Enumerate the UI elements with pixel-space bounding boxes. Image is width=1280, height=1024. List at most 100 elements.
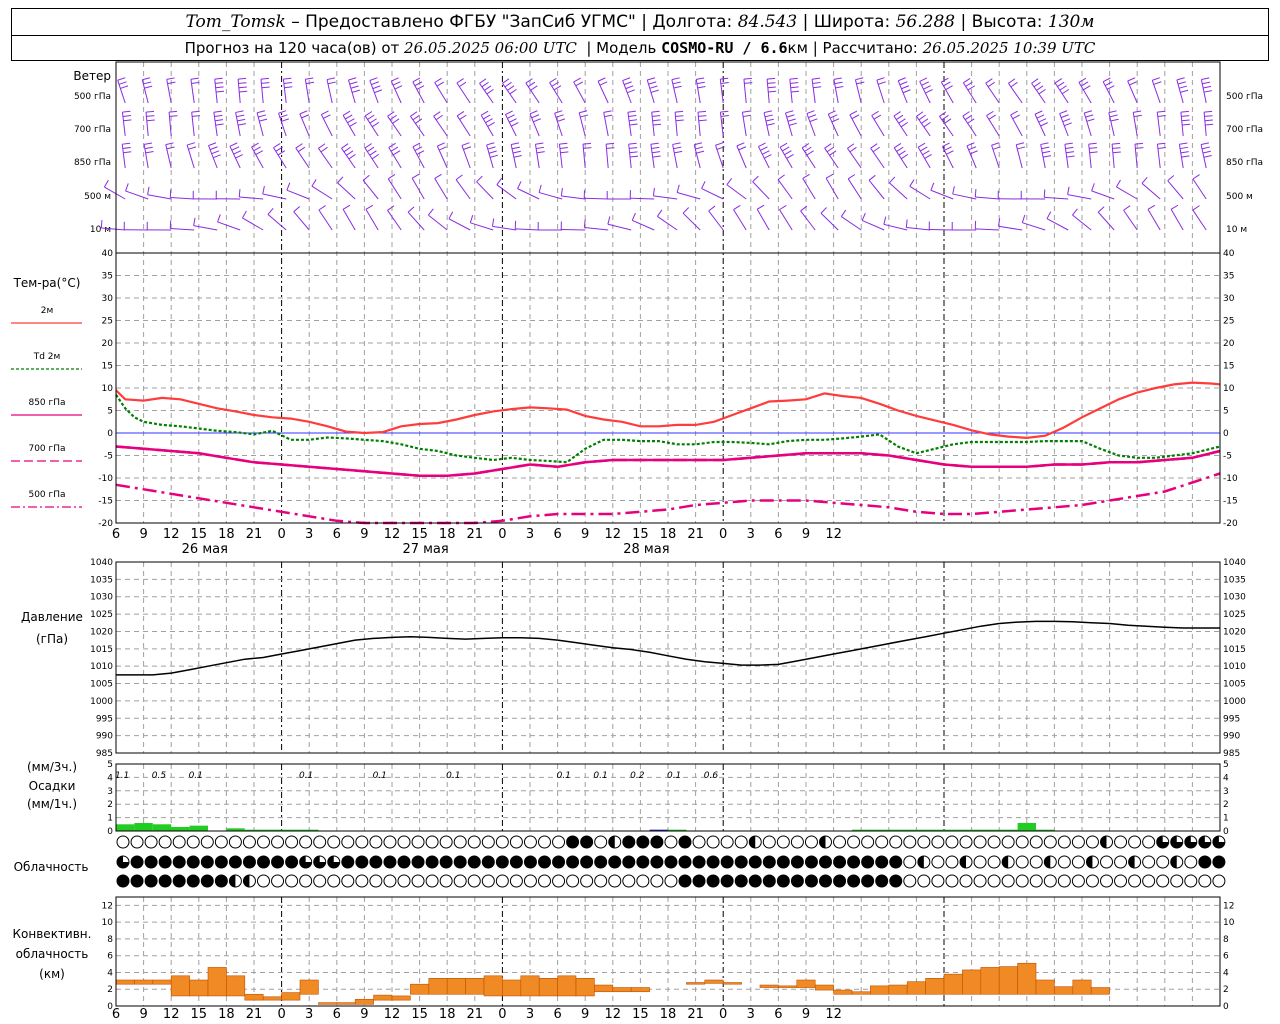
wind-barb <box>628 144 632 169</box>
wind-barb-feather <box>813 86 822 89</box>
wind-barb-feather <box>311 179 317 187</box>
station-name: Tom_Tomsk <box>185 12 286 32</box>
time-tick-label: 6 <box>333 527 341 542</box>
cloud-cover-circle <box>327 835 341 849</box>
wind-barb-feather <box>191 110 200 113</box>
conv-cloud-bar <box>299 979 319 995</box>
temp-tick-left: 10 <box>102 384 114 394</box>
cloud-cover-circle <box>706 835 720 849</box>
temperature-plot <box>115 381 1221 525</box>
conv-cloud-bar <box>318 1002 338 1005</box>
wind-barb-feather <box>509 88 517 95</box>
wind-barb-feather <box>779 142 788 148</box>
wind-barb-feather <box>350 85 359 89</box>
wind-barb <box>502 83 517 104</box>
temp-tick-right: 0 <box>1223 429 1229 439</box>
wind-barb-feather <box>504 81 512 88</box>
wind-barb-feather <box>517 181 522 189</box>
wind-barb-feather <box>1064 142 1073 145</box>
wind-barb-feather <box>648 81 657 85</box>
wind-barb-feather <box>966 142 975 147</box>
wind-barb-feather <box>297 146 306 153</box>
temp-tick-right: 30 <box>1223 294 1235 304</box>
temp-title: Тем-ра(°C) <box>13 276 81 290</box>
wind-barb-feather <box>1106 85 1115 90</box>
wind-barb-feather <box>103 179 109 188</box>
wind-barb-feather <box>878 81 886 85</box>
wind-barb-feather <box>675 119 684 122</box>
precip-bar <box>281 829 300 831</box>
cloud-cover-circle <box>186 855 200 869</box>
wind-barb-feather <box>924 154 932 159</box>
cloud-cover-circle <box>903 874 917 888</box>
wind-barb-feather <box>241 210 247 219</box>
pressure-tick-right: 1010 <box>1223 662 1246 672</box>
time-tick-label: 21 <box>687 527 704 542</box>
time-tick-label-bottom: 9 <box>802 1007 810 1022</box>
wind-barb-feather <box>560 187 563 197</box>
precip-amount-label: 0.1 <box>373 771 387 781</box>
wind-barb-feather <box>1203 155 1212 158</box>
conv-tick-right: 10 <box>1223 918 1235 928</box>
wind-level-label: 700 гПа <box>74 125 111 135</box>
wind-barb-feather <box>190 77 199 80</box>
cloud-cover-circle <box>847 835 861 849</box>
cloud-cover-circle <box>804 874 818 888</box>
wind-barb <box>715 145 724 169</box>
cloud-cover-circle <box>790 855 804 869</box>
cloud-cover-circle <box>369 874 383 888</box>
wind-barb-feather <box>829 114 838 119</box>
wind-barb-feather <box>930 182 935 191</box>
wind-barb <box>549 82 563 104</box>
conv-cloud-bar <box>538 978 558 997</box>
wind-barb <box>492 225 517 231</box>
wind-barb-feather <box>1109 114 1118 118</box>
wind-barb-feather <box>988 114 996 120</box>
wind-barb-feather <box>169 115 178 117</box>
wind-barb-feather <box>1135 147 1144 149</box>
wind-barb-feather <box>652 119 661 122</box>
cloud-half-fill <box>229 875 236 887</box>
wind-barb-feather <box>463 146 472 150</box>
cloud-cover-circle <box>509 874 523 888</box>
cloud-half-fill <box>1086 856 1093 868</box>
cloud-cover-circle <box>734 835 748 849</box>
wind-barb-feather <box>758 142 766 148</box>
wind-barb-feather <box>1059 110 1068 115</box>
wind-level-label: 850 гПа <box>1226 158 1263 168</box>
time-tick-label-bottom: 0 <box>719 1007 727 1022</box>
time-tick-label-bottom: 9 <box>360 1007 368 1022</box>
wind-barb-feather <box>275 146 283 152</box>
wind-barb-feather <box>790 82 799 84</box>
wind-barb <box>278 113 287 137</box>
wind-barb-feather <box>802 173 810 179</box>
wind-barb-feather <box>239 90 248 93</box>
forecast-time: 26.05.2025 06:00 UTC <box>404 39 577 57</box>
precip-amount-label: 0.1 <box>557 771 571 781</box>
time-tick-label-bottom: 15 <box>411 1007 428 1022</box>
wind-barb-feather <box>188 146 197 150</box>
wind-barb-feather <box>921 118 929 124</box>
wind-barb-feather <box>968 146 977 151</box>
wind-barb-feather <box>1042 150 1051 154</box>
wind-barb-feather <box>653 123 662 126</box>
cloud-cover-circle <box>158 855 172 869</box>
wind-barb <box>191 112 195 137</box>
cloud-cover-circle <box>720 874 734 888</box>
precip-amount-label: 0.6 <box>704 771 719 781</box>
wind-barb-feather <box>1201 146 1210 150</box>
cloud-cover-circle <box>1142 855 1156 869</box>
wind-barb <box>1091 190 1115 200</box>
wind-barb-feather <box>237 123 247 126</box>
wind-barb-feather <box>1091 183 1095 192</box>
wind-barb-feather <box>367 146 375 153</box>
conv-cloud-bar <box>814 984 834 991</box>
cloud-cover-circle <box>172 835 186 849</box>
wind-barb-feather <box>651 110 660 113</box>
wind-barb-feather <box>364 143 372 149</box>
wind-barb <box>849 114 862 137</box>
wind-barb-feather <box>238 82 247 84</box>
conv-cloud-bar <box>594 984 614 993</box>
wind-barb-feather <box>369 77 378 81</box>
wind-barb <box>1200 79 1207 104</box>
